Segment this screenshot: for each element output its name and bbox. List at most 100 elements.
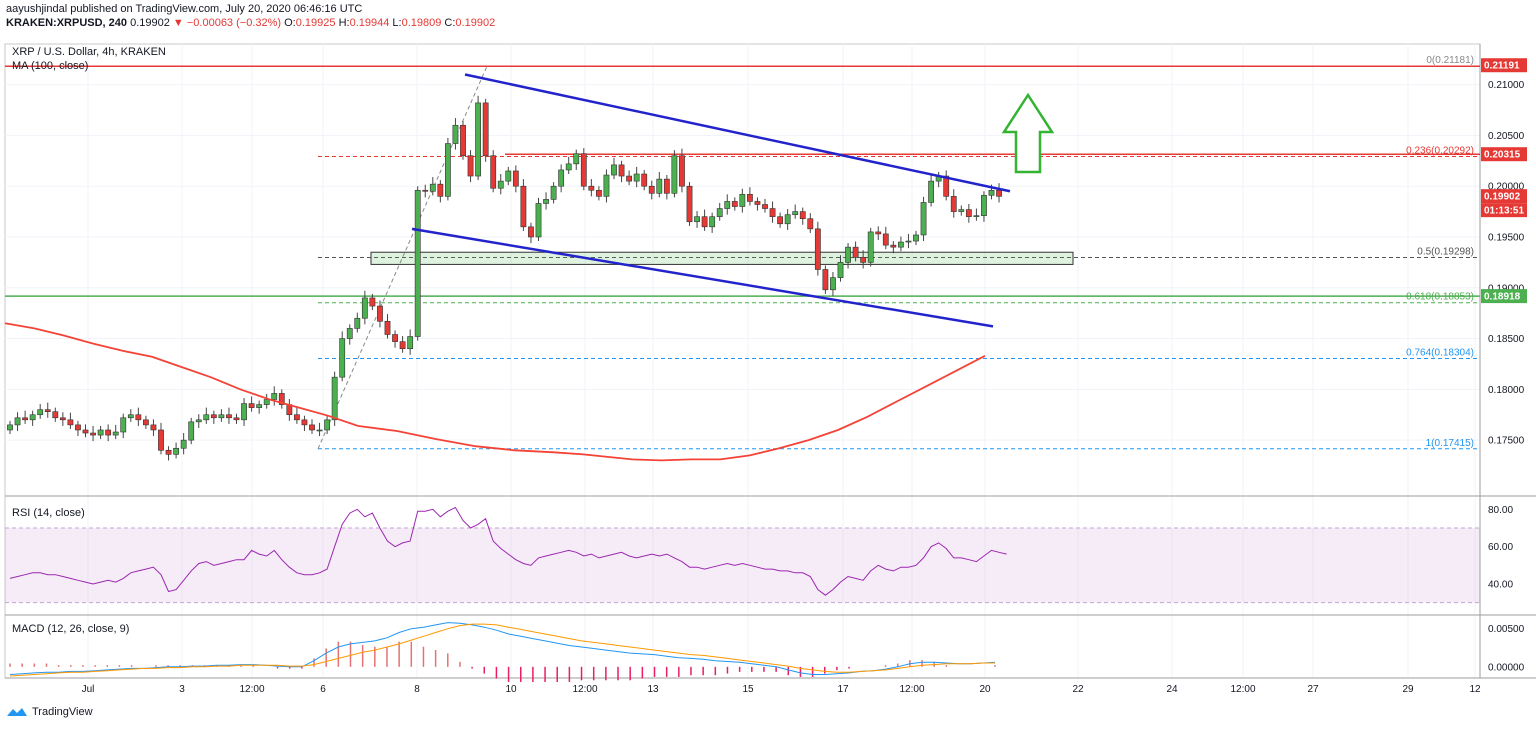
candle-body bbox=[59, 417, 66, 421]
time-tick-label: 17 bbox=[837, 684, 849, 695]
macd-tick-label: 0.00500 bbox=[1488, 624, 1525, 635]
rsi-pane bbox=[5, 506, 1480, 604]
candle-body bbox=[890, 244, 897, 248]
macd-signal-line bbox=[9, 623, 995, 677]
time-tick-label: 10 bbox=[505, 684, 517, 695]
countdown-box bbox=[1481, 203, 1527, 218]
candle-body bbox=[22, 417, 28, 421]
candle-body bbox=[165, 449, 172, 455]
candle-body bbox=[354, 317, 361, 329]
candle-body bbox=[384, 320, 391, 335]
candle-body bbox=[278, 393, 285, 405]
candle-body bbox=[158, 429, 164, 451]
candle-body bbox=[867, 231, 874, 263]
candle-body bbox=[52, 411, 59, 419]
candle-body bbox=[633, 173, 640, 182]
rsi-tick-label: 40.00 bbox=[1488, 580, 1513, 591]
grid-lines bbox=[5, 44, 1480, 678]
time-tick-label: 3 bbox=[179, 684, 185, 695]
candle-body bbox=[860, 257, 867, 263]
candle-body bbox=[830, 277, 836, 291]
tradingview-brand[interactable]: TradingView bbox=[6, 706, 93, 718]
candle-body bbox=[67, 419, 74, 426]
candle-body bbox=[905, 240, 912, 243]
candle-body bbox=[814, 228, 821, 270]
candle-body bbox=[44, 409, 51, 412]
tradingview-logo-icon bbox=[7, 708, 27, 716]
candle-body bbox=[807, 218, 814, 230]
candle-body bbox=[822, 269, 829, 291]
price-tag-box bbox=[1481, 189, 1527, 204]
candle-body bbox=[29, 414, 36, 421]
price-tick-label: 0.18500 bbox=[1488, 334, 1525, 345]
candle-body bbox=[173, 447, 179, 455]
candle-body bbox=[784, 214, 791, 225]
candle-body bbox=[392, 334, 398, 342]
candle-body bbox=[309, 424, 315, 431]
candle-body bbox=[679, 155, 685, 187]
support-zone bbox=[370, 251, 1074, 265]
time-tick-label: 12:00 bbox=[239, 684, 264, 695]
price-tick-label: 0.19000 bbox=[1488, 283, 1525, 294]
candle-body bbox=[505, 170, 512, 182]
macd-pane bbox=[9, 622, 996, 682]
close-label: C: bbox=[444, 17, 456, 29]
fib-level-label: 0(0.21181) bbox=[1426, 55, 1474, 66]
price-tag-label: 0.20315 bbox=[1484, 150, 1521, 161]
publisher-name[interactable]: aayushjindal bbox=[6, 3, 68, 15]
candle-body bbox=[316, 429, 323, 432]
price-tick-label: 0.20000 bbox=[1488, 182, 1525, 193]
candle-body bbox=[241, 403, 247, 421]
candle-body bbox=[845, 246, 851, 263]
time-tick-label: 8 bbox=[414, 684, 420, 695]
price-tag-box bbox=[1481, 58, 1527, 73]
candle-body bbox=[716, 208, 723, 217]
candle-body bbox=[90, 432, 96, 436]
symbol-header: KRAKEN:XRPUSD, 240 0.19902 ▼ −0.00063 (−… bbox=[6, 17, 495, 30]
rsi-tick-label: 80.00 bbox=[1488, 505, 1513, 516]
symbol-label: KRAKEN:XRPUSD, 240 bbox=[6, 17, 128, 29]
candle-body bbox=[7, 424, 13, 431]
candle-body bbox=[135, 414, 142, 421]
rsi-band bbox=[5, 528, 1480, 603]
price-tick-label: 0.20500 bbox=[1488, 131, 1525, 142]
candle-body bbox=[882, 233, 889, 246]
countdown-label: 01:13:51 bbox=[1484, 206, 1524, 217]
high-value: 0.19944 bbox=[349, 17, 390, 29]
candle-body bbox=[762, 204, 768, 209]
candle-body bbox=[120, 417, 127, 433]
candle-body bbox=[580, 153, 587, 187]
time-tick-label: 15 bbox=[742, 684, 754, 695]
candle-body bbox=[482, 102, 489, 157]
candle-body bbox=[671, 155, 678, 194]
candle-body bbox=[958, 209, 965, 212]
candle-body bbox=[965, 209, 972, 217]
candle-body bbox=[988, 189, 995, 196]
candle-body bbox=[127, 414, 134, 419]
candle-body bbox=[346, 328, 353, 339]
candle-body bbox=[769, 208, 776, 217]
time-tick-label: 22 bbox=[1072, 684, 1084, 695]
macd-line bbox=[9, 622, 996, 675]
candle-body bbox=[611, 164, 617, 176]
candle-body bbox=[188, 421, 195, 441]
candle-body bbox=[150, 424, 157, 431]
ma100-line bbox=[4, 322, 986, 462]
candle-body bbox=[943, 175, 950, 197]
candle-body bbox=[210, 414, 217, 419]
low-value: 0.19809 bbox=[401, 17, 442, 29]
candle-body bbox=[875, 231, 882, 235]
candle-body bbox=[973, 215, 980, 217]
candle-body bbox=[512, 170, 519, 187]
candle-body bbox=[701, 216, 708, 228]
candle-body bbox=[709, 216, 716, 228]
candle-body bbox=[293, 414, 300, 421]
ma-legend: MA (100, close) bbox=[12, 60, 88, 72]
time-tick-label: 24 bbox=[1166, 684, 1178, 695]
macd-tick-label: 0.00000 bbox=[1488, 662, 1525, 673]
time-tick-label: 12:00 bbox=[572, 684, 597, 695]
published-text: published on TradingView.com, July 20, 2… bbox=[70, 3, 363, 15]
candle-body bbox=[603, 174, 610, 197]
candle-body bbox=[950, 196, 957, 212]
